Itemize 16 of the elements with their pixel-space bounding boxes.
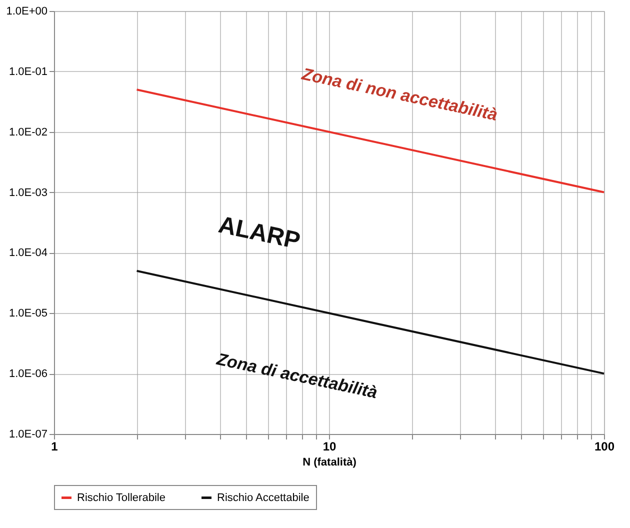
legend-label: Rischio Tollerabile <box>77 492 166 504</box>
y-tick-label: 1.0E-02 <box>8 126 48 138</box>
annotation: ALARP <box>216 211 303 255</box>
annotation: Zona di non accettabilità <box>299 64 500 125</box>
x-axis-title: N (fatalità) <box>302 456 357 468</box>
y-tick-label: 1.0E-05 <box>8 308 48 320</box>
legend-label: Rischio Accettabile <box>217 492 310 504</box>
y-tick-label: 1.0E-07 <box>8 428 48 440</box>
x-tick-label: 100 <box>594 440 615 454</box>
y-tick-label: 1.0E-04 <box>8 247 48 260</box>
x-tick-label: 10 <box>322 440 336 454</box>
y-tick-label: 1.0E-01 <box>8 66 48 78</box>
y-tick-label: 1.0E-03 <box>8 186 48 199</box>
y-tick-label: 1.0E-06 <box>8 368 48 380</box>
x-tick-label: 1 <box>51 440 58 454</box>
y-tick-label: 1.0E+00 <box>6 6 48 18</box>
